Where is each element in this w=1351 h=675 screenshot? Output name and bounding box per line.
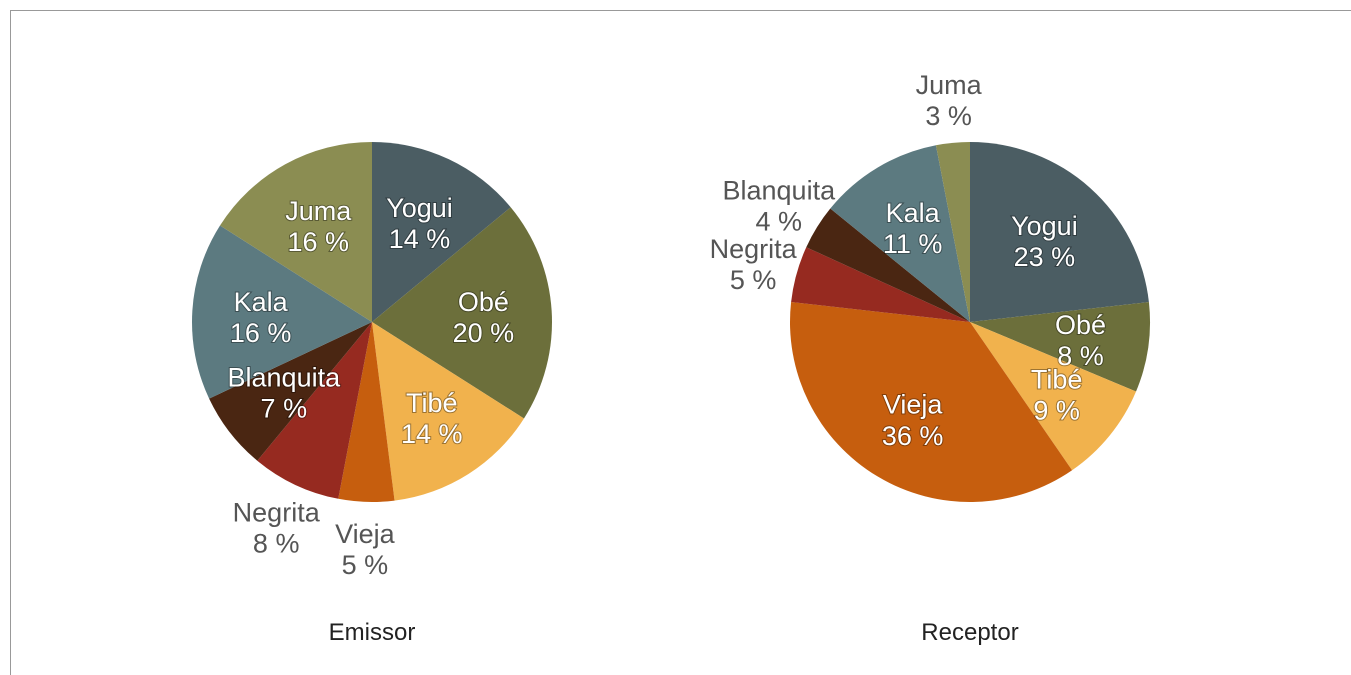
pie-slice [372, 322, 524, 501]
pie-slice [209, 322, 372, 461]
slice-label: Blanquita 7 % [228, 362, 342, 423]
slice-label: Negrita 8 % [233, 498, 321, 559]
slice-name: Obé [1055, 310, 1106, 340]
slice-name: Juma [916, 70, 983, 100]
pie-slice [791, 247, 970, 322]
slice-label: Obé 8 % [1055, 310, 1106, 371]
slice-value: 14 % [389, 224, 451, 254]
pie-slice [372, 207, 552, 419]
slice-name: Blanquita [723, 175, 837, 205]
frame [10, 10, 1351, 675]
pie-slice [806, 208, 970, 322]
slice-label: Yogui 14 % [386, 193, 453, 254]
slice-name: Yogui [1011, 211, 1078, 241]
pie-slice [790, 302, 1073, 502]
slice-label: Juma 3 % [916, 70, 983, 131]
slice-value: 36 % [882, 421, 944, 451]
slice-name: Yogui [386, 193, 453, 223]
pie-slice [970, 302, 1150, 392]
pie-slice [970, 142, 1149, 322]
slice-name: Negrita [710, 234, 798, 264]
slice-name: Vieja [883, 390, 944, 420]
slice-label: Tibé 9 % [1031, 364, 1083, 425]
slice-label: Vieja 5 % [335, 519, 396, 580]
slice-name: Obé [458, 287, 509, 317]
chart-title: Receptor [921, 619, 1018, 646]
slice-name: Tibé [1031, 364, 1083, 394]
slice-value: 7 % [261, 393, 308, 423]
slice-value: 8 % [1057, 341, 1104, 371]
slice-name: Juma [285, 196, 352, 226]
slice-label: Yogui 23 % [1011, 211, 1078, 272]
pie-slice [830, 145, 970, 322]
slice-value: 20 % [453, 318, 515, 348]
slice-label: Blanquita 4 % [723, 175, 837, 236]
slice-value: 9 % [1033, 395, 1080, 425]
slice-label: Kala 16 % [230, 287, 292, 348]
slice-label: Juma 16 % [285, 196, 352, 257]
slice-label: Negrita 5 % [710, 234, 798, 295]
slice-value: 5 % [730, 265, 777, 295]
slice-name: Vieja [335, 519, 396, 549]
pie-slice [257, 322, 372, 499]
pie-slice [372, 142, 511, 322]
pie-slice [220, 142, 372, 322]
slice-name: Blanquita [228, 362, 342, 392]
slice-value: 4 % [756, 206, 803, 236]
slice-value: 11 % [883, 229, 943, 259]
slice-value: 23 % [1014, 242, 1076, 272]
slice-label: Vieja 36 % [882, 390, 944, 451]
slice-value: 3 % [925, 101, 972, 131]
slice-label: Kala 11 % [883, 198, 943, 259]
chart-title: Emissor [329, 619, 416, 646]
slice-name: Kala [234, 287, 289, 317]
slice-value: 16 % [287, 227, 349, 257]
pie-slice [970, 322, 1137, 471]
slice-label: Tibé 14 % [401, 388, 463, 449]
pie-slice [338, 322, 395, 502]
slice-name: Negrita [233, 498, 321, 528]
slice-name: Kala [886, 198, 941, 228]
slice-value: 14 % [401, 419, 463, 449]
pie-slice [191, 225, 372, 399]
slice-name: Tibé [406, 388, 458, 418]
slice-value: 16 % [230, 318, 292, 348]
pie-slice [935, 142, 970, 322]
slice-value: 5 % [342, 550, 389, 580]
slice-value: 8 % [253, 529, 300, 559]
slice-label: Obé 20 % [453, 287, 515, 348]
